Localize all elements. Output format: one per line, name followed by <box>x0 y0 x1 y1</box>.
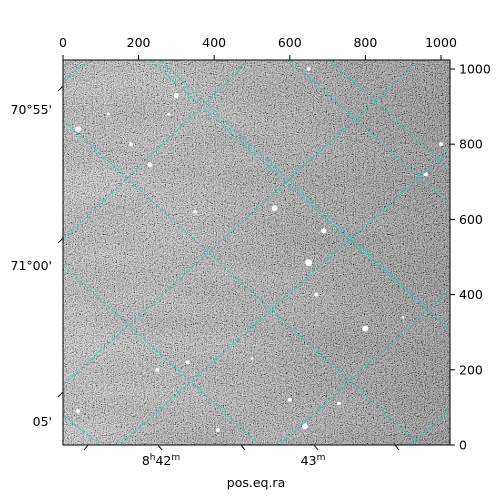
star <box>305 259 313 267</box>
star <box>75 126 82 133</box>
star <box>438 142 443 147</box>
star <box>306 67 311 72</box>
coordinate-grid <box>63 60 450 445</box>
top-tick-label: 200 <box>127 35 151 50</box>
star <box>314 292 319 297</box>
star <box>76 409 81 414</box>
star <box>193 209 198 214</box>
grid-line <box>149 60 450 331</box>
top-tick-label: 600 <box>278 35 302 50</box>
left-tick-label: 05' <box>33 414 52 429</box>
top-tick-label: 800 <box>353 35 377 50</box>
top-tick-label: 0 <box>59 35 67 50</box>
right-tick-label: 200 <box>459 362 483 377</box>
bottom-tick-label: 8h42m <box>142 453 180 468</box>
grid-line <box>159 60 450 331</box>
star <box>362 325 369 332</box>
top-axis: 0 200 400 600 800 1000 <box>59 35 457 60</box>
star <box>167 112 171 116</box>
right-tick-label: 800 <box>459 137 483 152</box>
star <box>423 172 428 177</box>
top-tick-label: 1000 <box>425 35 457 50</box>
grid-line <box>63 414 101 445</box>
bottom-axis: 8h42m 43m pos.eq.ra <box>83 444 400 490</box>
stars <box>75 67 443 432</box>
x-axis-label: pos.eq.ra <box>227 475 285 490</box>
right-tick-label: 400 <box>459 287 483 302</box>
star <box>215 427 220 432</box>
star <box>271 205 278 212</box>
grid-line <box>329 60 450 171</box>
top-tick-label: 400 <box>202 35 226 50</box>
right-axis: 0 200 400 600 800 1000 <box>450 62 491 453</box>
left-tick-label: 71°00' <box>11 258 53 273</box>
star <box>321 228 327 234</box>
right-tick-label: 600 <box>459 212 483 227</box>
grid-line <box>63 60 251 241</box>
plot-frame <box>62 59 451 446</box>
grid-line <box>409 409 450 445</box>
grid-line <box>119 149 450 445</box>
left-axis: 70°55' 71°00' 05' <box>11 85 64 429</box>
star <box>173 92 179 98</box>
star <box>250 357 254 361</box>
star <box>287 397 292 402</box>
star <box>106 112 110 116</box>
star <box>301 423 308 430</box>
right-tick-label: 1000 <box>459 62 491 77</box>
star <box>155 367 160 372</box>
star <box>401 315 405 319</box>
right-tick-label: 0 <box>459 438 467 453</box>
star <box>185 360 190 365</box>
grid-line <box>279 289 450 445</box>
star <box>147 162 153 168</box>
sky-image <box>63 60 450 445</box>
grid-line <box>63 119 421 445</box>
grid-line <box>63 60 421 386</box>
star <box>129 142 134 147</box>
left-tick-label: 70°55' <box>11 102 53 117</box>
star <box>336 401 341 406</box>
grid-line <box>63 264 261 445</box>
bottom-tick-label: 43m <box>301 453 326 468</box>
